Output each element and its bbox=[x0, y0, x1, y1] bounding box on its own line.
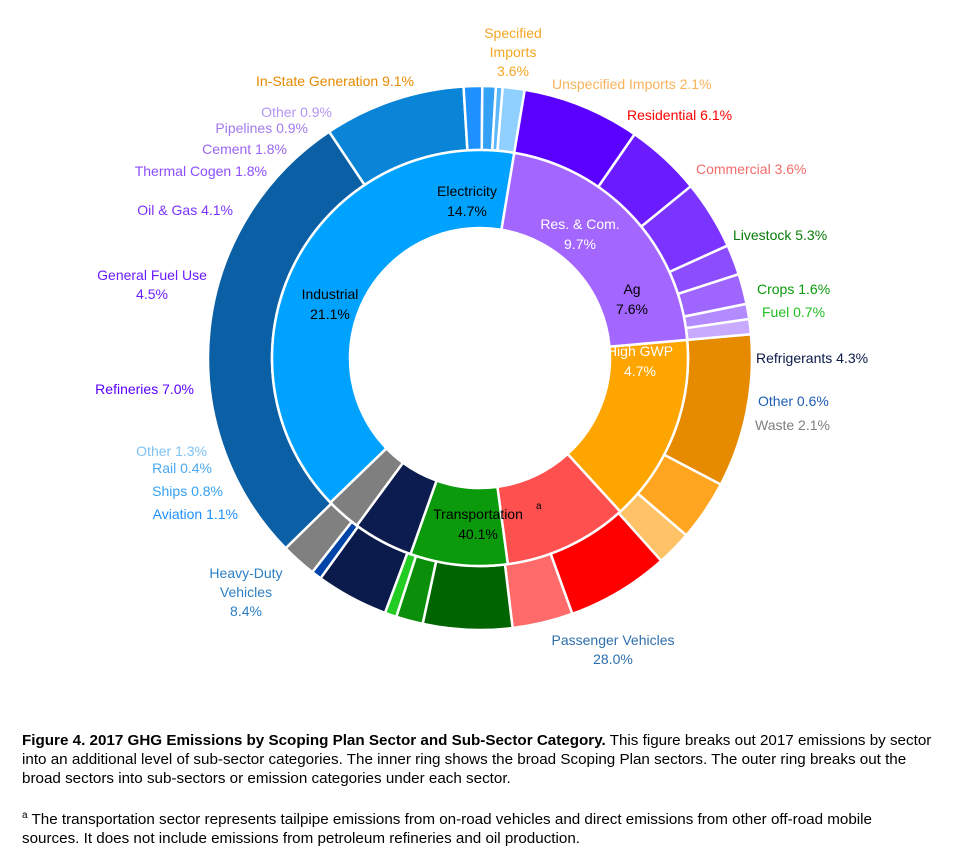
footnote-marker: a bbox=[22, 810, 28, 821]
outer-ring bbox=[206, 84, 754, 632]
inner-label-transportation: Transportation 40.1% bbox=[433, 506, 523, 542]
inner-label-electricity: Electricity 14.7% bbox=[437, 183, 497, 219]
emissions-donut-chart: Specified Imports 3.6% Unspecified Imports … bbox=[95, 25, 868, 667]
outer-label-livestock-ag: Livestock 5.3% bbox=[733, 227, 827, 243]
outer-label-unspecified-imports-electricity: Unspecified Imports 2.1% bbox=[552, 76, 712, 92]
outer-label-fuel-ag: Fuel 0.7% bbox=[762, 304, 825, 320]
outer-label-pipelines-industrial: Pipelines 0.9% bbox=[215, 120, 308, 136]
outer-label-crops-ag: Crops 1.6% bbox=[757, 281, 830, 297]
outer-label-passenger-vehicles-transportation: Passenger Vehicles 28.0% bbox=[552, 632, 675, 667]
transportation-footnote-marker: a bbox=[536, 501, 542, 512]
outer-label-specified-imports-electricity: Specified Imports 3.6% bbox=[484, 25, 542, 79]
outer-label-cement-industrial: Cement 1.8% bbox=[202, 141, 287, 157]
outer-label-other-high-gwp: Other 0.6% bbox=[758, 393, 829, 409]
outer-label-ships-transportation: Ships 0.8% bbox=[152, 483, 223, 499]
inner-label-res-com: Res. & Com. 9.7% bbox=[540, 216, 619, 252]
outer-label-commercial-res-com: Commercial 3.6% bbox=[696, 161, 806, 177]
outer-labels: Specified Imports 3.6% Unspecified Imports … bbox=[95, 25, 868, 667]
outer-label-other-industrial: Other 0.9% bbox=[261, 104, 332, 120]
outer-label-refineries-industrial: Refineries 7.0% bbox=[95, 381, 194, 397]
outer-label-heavy-duty-vehicles-transportation: Heavy-Duty Vehicles 8.4% bbox=[209, 565, 282, 619]
outer-slice-livestock-ag bbox=[421, 559, 515, 632]
inner-label-high-gwp: High GWP 4.7% bbox=[607, 343, 673, 379]
inner-slice-industrial bbox=[500, 151, 689, 349]
outer-label-thermal-cogen-industrial: Thermal Cogen 1.8% bbox=[135, 163, 267, 179]
outer-label-residential-res-com: Residential 6.1% bbox=[627, 107, 732, 123]
outer-label-refrigerants-high-gwp: Refrigerants 4.3% bbox=[756, 350, 868, 366]
outer-label-other-transportation: Other 1.3% bbox=[136, 443, 207, 459]
outer-label-general-fuel-use-industrial: General Fuel Use 4.5% bbox=[97, 267, 207, 302]
inner-ring bbox=[270, 148, 690, 568]
inner-labels: Electricity 14.7% Res. & Com. 9.7% Ag 7.6% Hig… bbox=[302, 183, 673, 542]
outer-label-oil-gas-industrial: Oil & Gas 4.1% bbox=[137, 202, 233, 218]
outer-label-waste-waste: Waste 2.1% bbox=[755, 417, 830, 433]
caption-text: This figure breaks out 2017 emissions by… bbox=[22, 732, 932, 787]
inner-slice-transportation bbox=[270, 148, 516, 505]
outer-label-rail-transportation: Rail 0.4% bbox=[152, 460, 212, 476]
caption-title: Figure 4. 2017 GHG Emissions by Scoping … bbox=[22, 732, 606, 749]
inner-label-industrial: Industrial 21.1% bbox=[302, 286, 359, 322]
inner-label-ag: Ag 7.6% bbox=[616, 281, 648, 317]
footnote: a The transportation sector represents t… bbox=[22, 806, 932, 848]
outer-label-aviation-transportation: Aviation 1.1% bbox=[153, 506, 238, 522]
footnote-text: The transportation sector represents tai… bbox=[22, 811, 872, 848]
figure-caption: Figure 4. 2017 GHG Emissions by Scoping … bbox=[22, 731, 932, 788]
outer-slice-aviation-transportation bbox=[462, 84, 484, 152]
outer-label-in-state-generation-electricity: In-State Generation 9.1% bbox=[256, 73, 414, 89]
